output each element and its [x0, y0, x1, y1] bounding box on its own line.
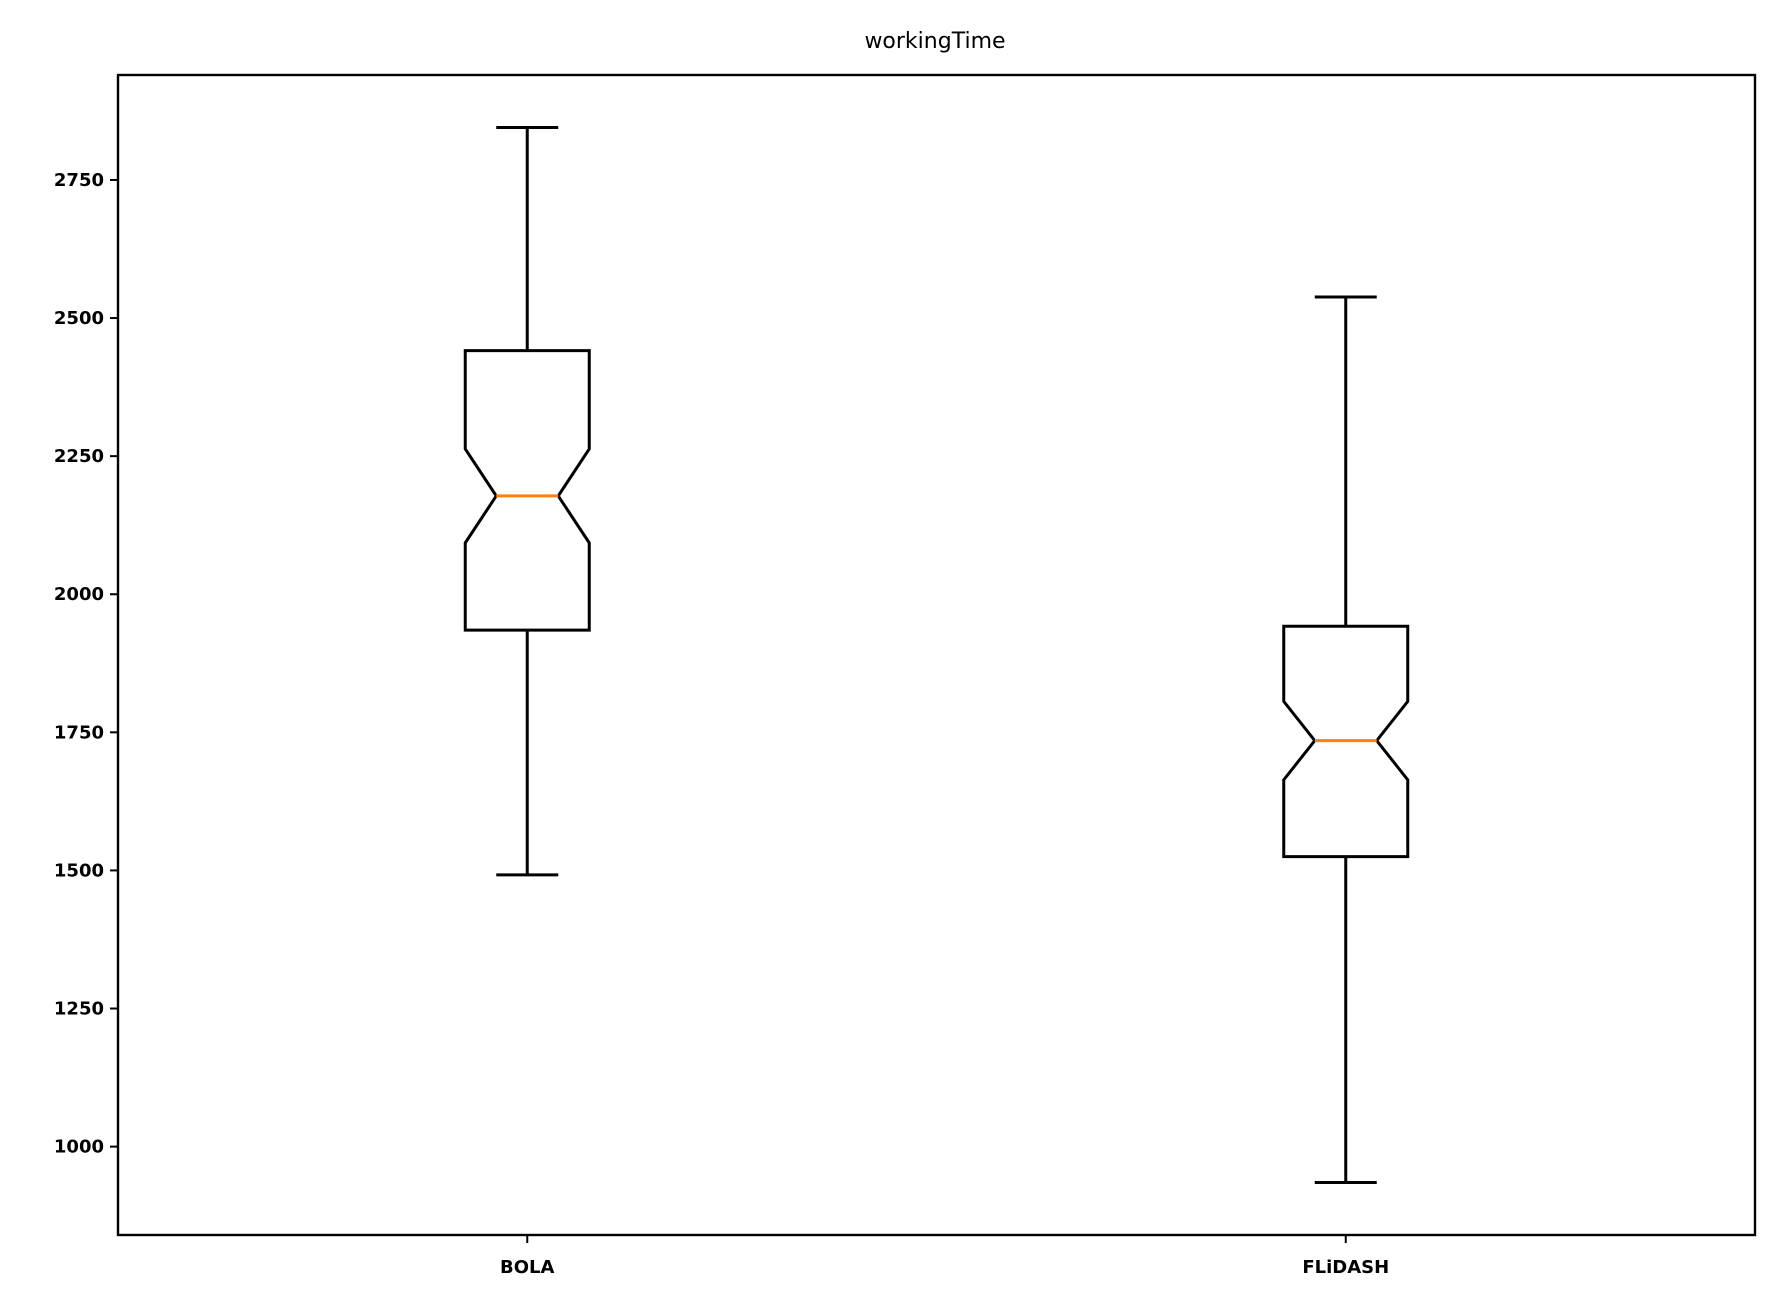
x-axis: BOLA FLiDASH: [500, 1235, 1389, 1278]
plot-area-frame: [116, 73, 1757, 1237]
box-bola: [463, 125, 591, 877]
boxes-group: [463, 125, 1410, 1185]
chart-title: workingTime: [864, 29, 1005, 54]
y-tick-label: 1500: [54, 860, 104, 881]
box-flidash: [1282, 295, 1410, 1185]
y-tick-label: 2250: [54, 446, 104, 467]
y-tick-label: 1750: [54, 722, 104, 743]
x-tick-label: FLiDASH: [1302, 1257, 1389, 1278]
y-tick-label: 1250: [54, 999, 104, 1020]
y-axis: 1000 1250 1500 1750 2000 2250 2500 2750: [54, 170, 118, 1158]
y-tick-label: 2750: [54, 170, 104, 191]
notched-box: [1282, 624, 1410, 859]
y-tick-label: 1000: [54, 1137, 104, 1158]
y-tick-label: 2000: [54, 584, 104, 605]
notched-box: [463, 349, 591, 632]
y-tick-label: 2500: [54, 308, 104, 329]
x-tick-label: BOLA: [500, 1257, 554, 1278]
